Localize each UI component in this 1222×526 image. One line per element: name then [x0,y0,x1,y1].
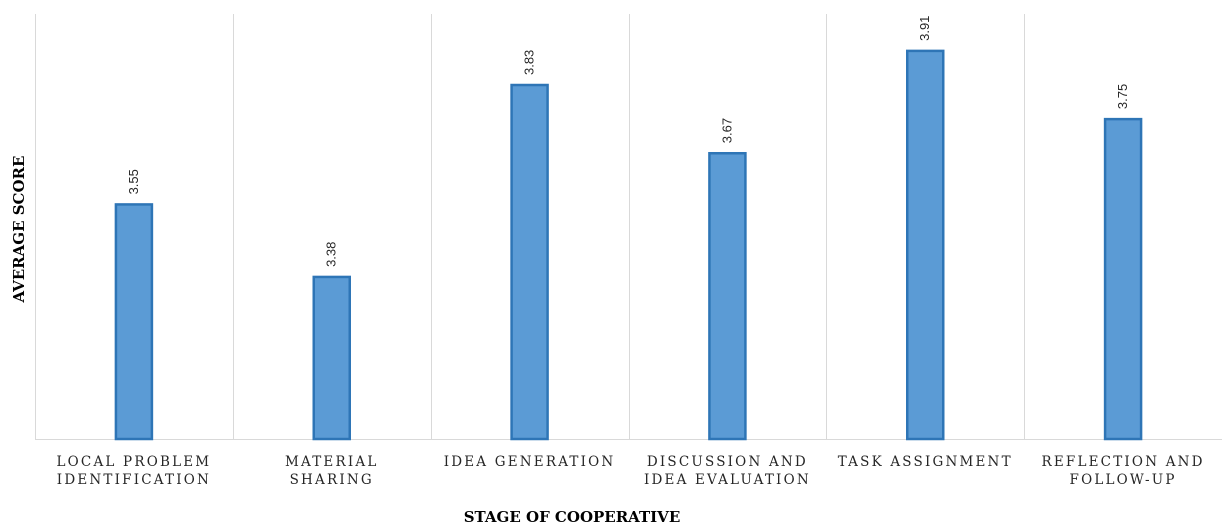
x-tick-label: MATERIAL [285,454,379,470]
data-label: 3.75 [1115,84,1130,109]
gridlines [35,14,1222,440]
bar [312,275,351,441]
x-tick-labels: LOCAL PROBLEM IDENTIFICATION MATERIAL SHARI… [56,454,1204,488]
x-axis-title: STAGE OF COOPERATIVE [464,508,681,526]
x-tick-label: SHARING [290,472,374,488]
bar [1103,117,1143,441]
data-label: 3.55 [126,169,141,194]
x-tick-label: FOLLOW-UP [1070,472,1177,488]
x-tick-label: IDENTIFICATION [57,472,211,488]
bar [906,49,945,441]
x-tick-label: IDEA GENERATION [444,454,616,470]
x-tick-label: LOCAL PROBLEM [56,454,211,470]
x-tick-label: REFLECTION AND [1041,454,1204,470]
data-label: 3.67 [719,118,734,143]
x-tick-label: IDEA EVALUATION [644,472,811,488]
data-label: 3.91 [917,16,932,41]
y-axis-title: AVERAGE SCORE [10,156,28,304]
bar [114,203,154,441]
data-label: 3.83 [522,50,537,75]
bars [114,49,1143,441]
bar [708,151,747,441]
x-tick-label: TASK ASSIGNMENT [838,454,1013,470]
data-labels: 3.55 3.38 3.83 3.67 3.91 3.75 [126,16,1130,267]
bar [510,83,549,441]
data-label: 3.38 [324,242,339,267]
x-tick-label: DISCUSSION AND [647,454,808,470]
